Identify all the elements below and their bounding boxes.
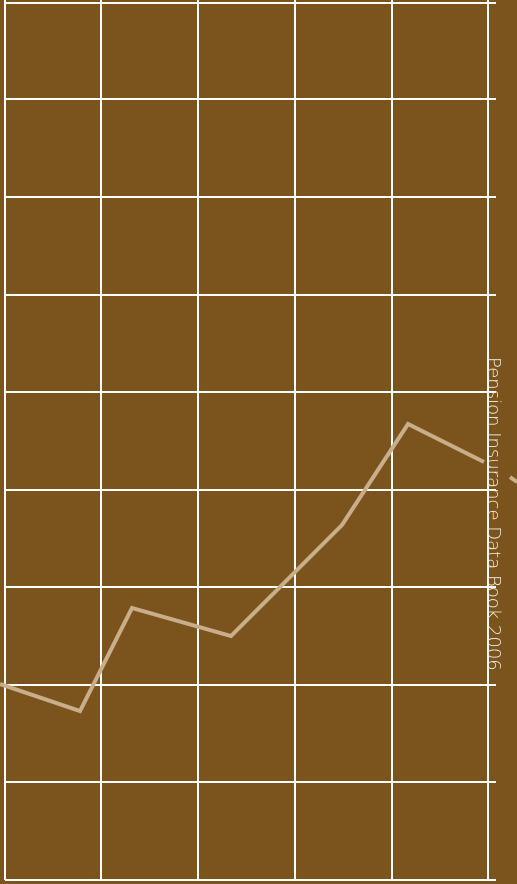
trend-line — [508, 475, 517, 484]
trend-line — [0, 421, 485, 714]
grid — [4, 0, 496, 881]
cover-title: Pension Insurance Data Book 2006 — [483, 357, 504, 671]
